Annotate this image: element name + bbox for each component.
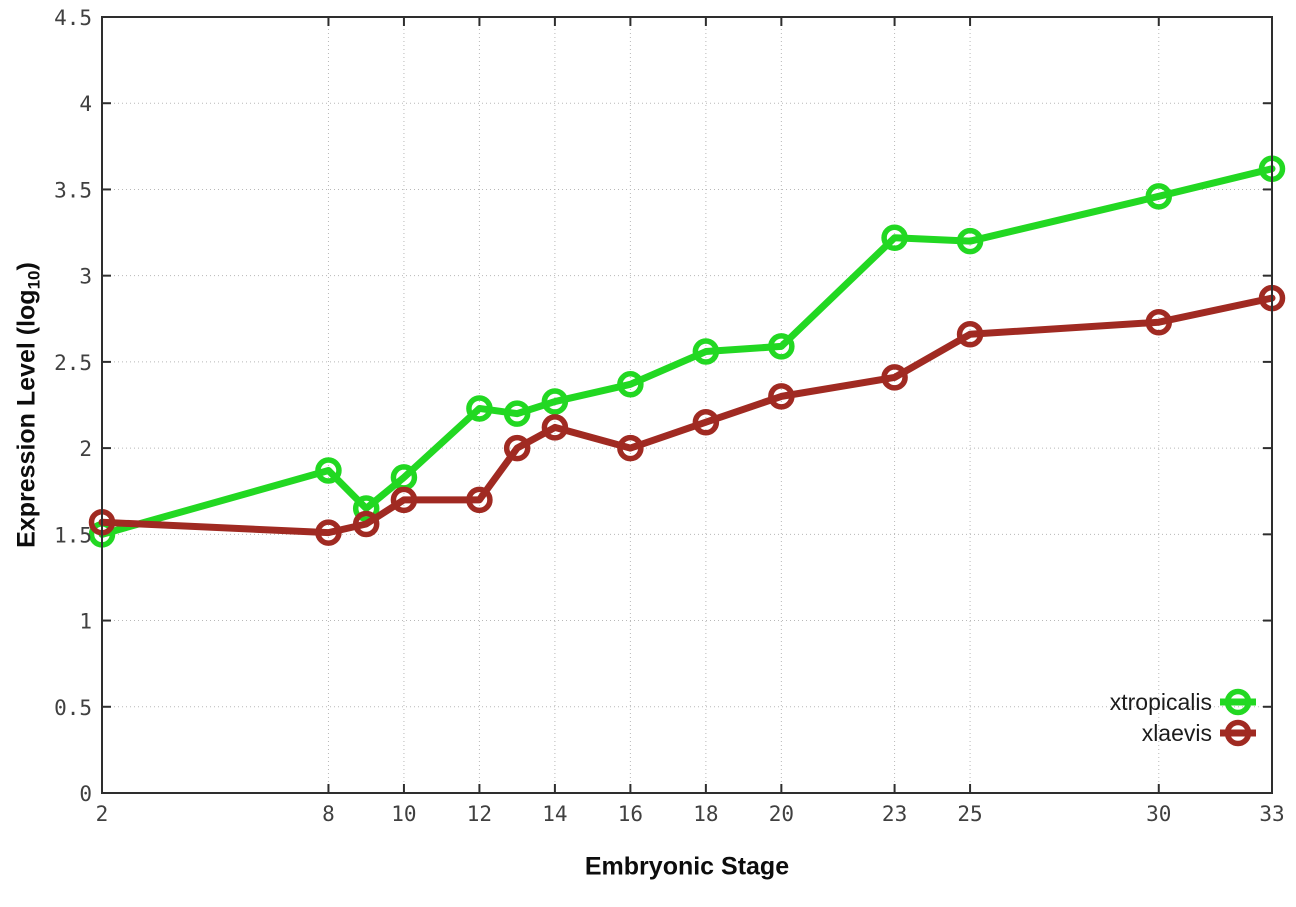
x-tick-label: 18 [693, 802, 718, 826]
y-axis-title: Expression Level (log10) [12, 262, 44, 548]
y-tick-label: 2 [79, 437, 92, 461]
x-tick-label: 2 [96, 802, 109, 826]
x-tick-label: 25 [957, 802, 982, 826]
legend-point-xtropicalis [1224, 688, 1252, 716]
x-tick-label: 30 [1146, 802, 1171, 826]
y-tick-label: 0.5 [54, 696, 92, 720]
gridlines [102, 17, 1272, 793]
data-point-xtropicalis-stage-18 [692, 338, 720, 365]
data-point-xtropicalis-stage-25 [956, 227, 984, 255]
x-tick-label: 12 [467, 802, 492, 826]
data-point-xlaevis-stage-16 [617, 434, 644, 462]
y-tick-label: 1 [79, 610, 92, 634]
y-tick-label: 1.5 [54, 523, 92, 547]
data-point-xlaevis-stage-23 [881, 364, 908, 391]
y-axis-title-text: Expression Level (log [12, 289, 41, 548]
data-point-xtropicalis-stage-30 [1145, 183, 1173, 210]
data-point-xlaevis-stage-18 [692, 408, 720, 436]
data-point-xtropicalis-stage-13 [503, 400, 531, 427]
y-tick-label: 0 [79, 782, 92, 806]
legend-point-xlaevis [1224, 719, 1252, 747]
data-point-xtropicalis-stage-9 [352, 495, 380, 522]
y-tick-label: 2.5 [54, 351, 92, 375]
x-tick-label: 23 [882, 802, 907, 826]
data-point-xlaevis-stage-12 [466, 486, 493, 514]
legend-markers [1220, 688, 1256, 747]
x-tick-label: 10 [391, 802, 416, 826]
y-tick-label: 4 [79, 92, 92, 116]
plot-border [101, 16, 1273, 794]
data-point-xlaevis-stage-30 [1145, 308, 1173, 336]
series-xtropicalis [88, 155, 1286, 548]
data-point-xtropicalis-stage-12 [466, 395, 493, 422]
y-axis-title-subscript: 10 [24, 270, 44, 290]
y-tick-labels: 0 0.5 1 1.5 2 2.5 3 3.5 4 4.5 [54, 6, 92, 806]
y-tick-label: 3.5 [54, 178, 92, 202]
x-tick-label: 20 [769, 802, 794, 826]
legend-label-xlaevis: xlaevis [1142, 720, 1212, 746]
data-point-xlaevis-stage-20 [768, 383, 795, 410]
y-axis-title-suffix: ) [12, 262, 41, 271]
x-tick-label: 33 [1259, 802, 1284, 826]
data-point-xlaevis-stage-9 [352, 510, 380, 538]
x-tick-label: 16 [618, 802, 643, 826]
x-axis-title: Embryonic Stage [584, 852, 790, 881]
axis-ticks [101, 16, 1273, 794]
data-point-xlaevis-stage-10 [390, 486, 418, 514]
data-point-xtropicalis-stage-14 [541, 388, 569, 415]
data-point-xlaevis-stage-13 [503, 434, 531, 462]
legend: xtropicalis xlaevis [1110, 688, 1256, 747]
x-tick-label: 8 [322, 802, 335, 826]
data-point-xlaevis-stage-25 [956, 321, 984, 348]
data-point-xtropicalis-stage-8 [315, 457, 342, 484]
data-series [88, 155, 1286, 548]
series-line-xlaevis [98, 294, 1276, 537]
x-tick-label: 14 [542, 802, 567, 826]
series-xlaevis [88, 284, 1286, 546]
data-point-xlaevis-stage-14 [541, 414, 569, 441]
y-tick-label: 4.5 [54, 6, 92, 30]
y-tick-label: 3 [79, 265, 92, 289]
series-line-xtropicalis [98, 165, 1276, 538]
x-tick-labels: 2 8 10 12 14 16 18 20 23 25 30 33 [96, 802, 1285, 826]
data-point-xtropicalis-stage-20 [768, 333, 795, 360]
data-point-xtropicalis-stage-23 [881, 224, 908, 251]
data-point-xlaevis-stage-8 [315, 519, 342, 546]
legend-label-xtropicalis: xtropicalis [1110, 689, 1212, 715]
data-point-xtropicalis-stage-16 [617, 371, 644, 398]
